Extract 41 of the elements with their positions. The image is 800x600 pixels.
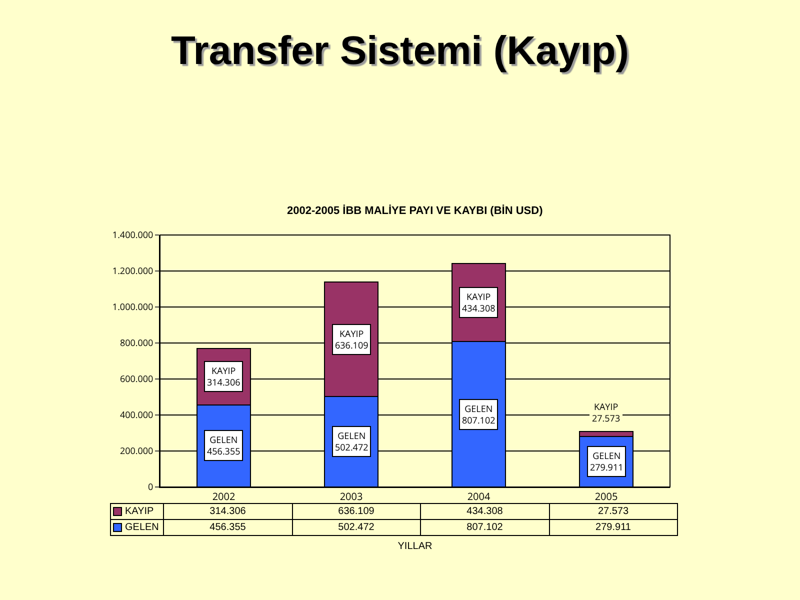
text: GELEN: [464, 402, 493, 415]
text: 502.472: [335, 440, 368, 454]
text: KAYIP: [340, 327, 364, 340]
data-label: 502.472: [292, 520, 420, 536]
text: KAYIP: [466, 290, 491, 303]
text: KAYIP: [594, 400, 618, 413]
data-label: 279.911: [549, 520, 678, 536]
text: GELEN: [338, 429, 366, 442]
y-tick-label: 1.400.000: [112, 228, 154, 242]
y-tick-label: 600.000: [120, 372, 154, 386]
y-tick-label: 1.000.000: [112, 300, 154, 314]
x-tick-label: 2005: [594, 489, 618, 503]
y-tick-label: 0: [148, 480, 154, 494]
text: 636.109: [335, 338, 368, 352]
data-label: 434.308: [420, 504, 549, 520]
text: 27.573: [592, 412, 620, 425]
legend-label: KAYIP: [110, 504, 164, 520]
data-label: 27.573: [549, 504, 678, 520]
text: 434.308: [462, 302, 496, 315]
legend-label: GELEN: [110, 520, 164, 536]
chart-subtitle: 2002-2005 İBB MALİYE PAYI VE KAYBI (BİN USD): [287, 204, 544, 217]
y-tick-label: 800.000: [120, 336, 154, 350]
x-tick-label: 2002: [212, 489, 236, 503]
data-label: 314.306: [164, 504, 292, 520]
chart-title: Transfer Sistemi (Kayıp): [171, 29, 629, 74]
text: GELEN: [210, 433, 238, 446]
text: 456.355: [207, 444, 240, 458]
x-tick-label: 2004: [467, 489, 490, 503]
text: KAYIP: [212, 364, 236, 377]
text: GELEN: [592, 449, 621, 462]
data-label: 807.102: [420, 520, 549, 536]
text: 279.911: [590, 460, 624, 474]
y-tick-label: 400.000: [120, 408, 154, 422]
data-label: 456.355: [164, 520, 292, 536]
text: 807.102: [462, 414, 496, 427]
y-tick-label: 200.000: [120, 444, 154, 458]
y-tick-label: 1.200.000: [112, 264, 154, 278]
x-axis-title: YILLAR: [396, 541, 434, 552]
text: 314.306: [207, 376, 240, 389]
data-label: 636.109: [292, 504, 420, 520]
x-tick-label: 2003: [340, 489, 363, 503]
